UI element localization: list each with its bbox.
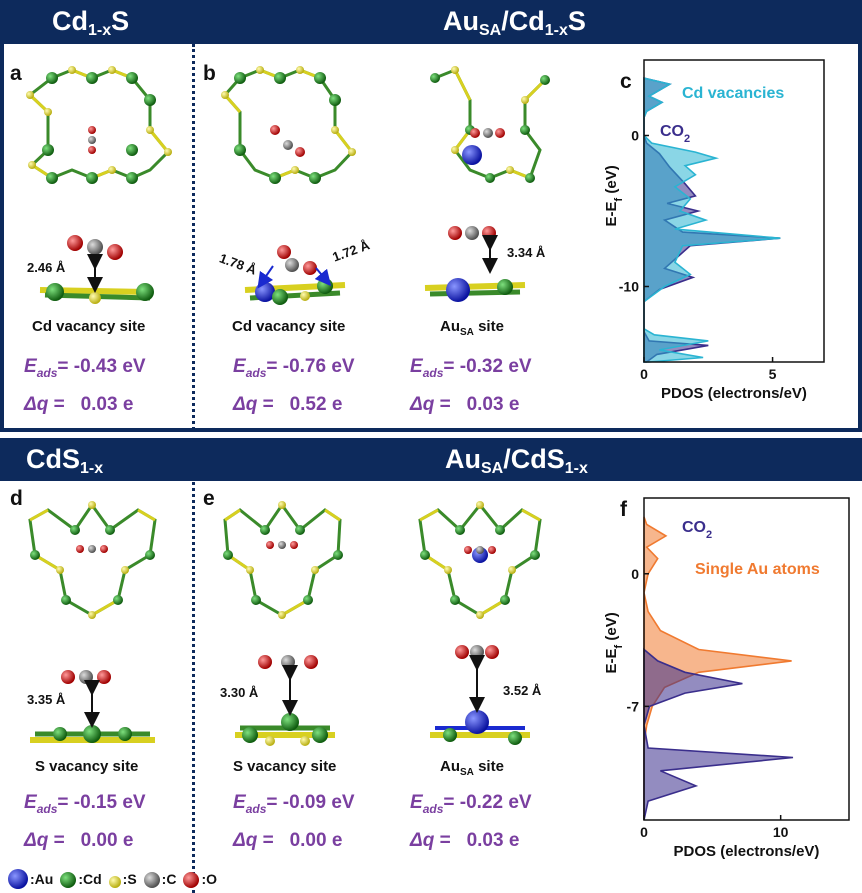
banner-title-ausa-cds1-x: AuSA/CdS1-x — [445, 444, 588, 477]
eads-e1: Eads= -0.09 eV — [233, 792, 355, 816]
cd-atom-icon — [60, 872, 77, 888]
panel-label-a: a — [10, 62, 22, 85]
bottom-banner: CdS1-x AuSA/CdS1-x — [0, 438, 862, 481]
x-tick-label-1: 5 — [769, 366, 777, 382]
top-section-frame — [0, 40, 862, 432]
y-tick-label-1: -7 — [627, 698, 640, 714]
distance-d: 3.35 Å — [27, 692, 66, 707]
series-area-1 — [643, 77, 781, 363]
dq-d: Δq = 0.00 e — [24, 830, 134, 851]
banner-title-cd1-xs: Cd1-xS — [52, 6, 130, 39]
distance-b2: 3.34 Å — [507, 245, 546, 260]
panel-e2-side-view — [430, 645, 530, 745]
panel-b1-top-view — [221, 66, 356, 184]
y-axis-label: E-Ef (eV) — [603, 612, 625, 673]
legend-item-cd: :Cd — [58, 869, 102, 889]
banner-title-cds1-x: CdS1-x — [26, 444, 104, 477]
dq-e2: Δq = 0.03 e — [410, 830, 520, 851]
panel-a-top-view — [26, 66, 172, 184]
x-axis-label: PDOS (electrons/eV) — [661, 385, 807, 402]
panel-label-d: d — [10, 487, 23, 510]
legend-item-s: :S — [107, 869, 137, 889]
eads-e2: Eads= -0.22 eV — [410, 792, 532, 816]
panel-label-c: c — [620, 70, 632, 93]
site-label-d: S vacancy site — [35, 758, 139, 775]
y-tick-label-1: -10 — [619, 279, 639, 295]
bottom-divider — [192, 482, 195, 893]
panel-b1-side-view — [244, 245, 346, 305]
series-area-1 — [643, 647, 794, 821]
legend-entry-1: Cd vacancies — [682, 85, 784, 102]
x-tick-label-1: 10 — [773, 824, 789, 840]
y-tick-label-0: 0 — [631, 128, 639, 144]
site-label-b2: AuSA site — [440, 318, 504, 338]
panel-b2-top-view — [430, 66, 550, 183]
c-atom-icon — [143, 872, 160, 888]
site-label-b1: Cd vacancy site — [232, 318, 346, 335]
y-axis-label-group: E-Ef (eV) — [603, 612, 625, 673]
o-atom-icon — [183, 872, 200, 888]
panel-b2-side-view — [424, 226, 526, 302]
eads-b2: Eads= -0.32 eV — [410, 356, 532, 380]
panel-e2-top-view — [418, 501, 542, 619]
top-divider — [192, 44, 195, 430]
plot-frame — [643, 59, 825, 363]
x-axis-label: PDOS (electrons/eV) — [674, 843, 820, 860]
distance-e1: 3.30 Å — [220, 685, 259, 700]
panel-e1-side-view — [235, 655, 335, 746]
banner-title-ausa-cd1-xs: AuSA/Cd1-xS — [443, 6, 586, 39]
panel-label-b: b — [203, 62, 216, 85]
atom-legend: :Au :Cd :S :C :O — [6, 868, 222, 890]
panel-d-side-view — [30, 670, 155, 743]
y-axis-label-group: E-Ef (eV) — [603, 165, 625, 226]
site-label-e2: AuSA site — [440, 758, 504, 778]
panel-d-top-view — [28, 501, 157, 619]
dq-b1: Δq = 0.52 e — [233, 394, 343, 415]
legend-item-o: :O — [181, 869, 217, 889]
x-tick-label-0: 0 — [640, 366, 648, 382]
distance-a: 2.46 Å — [27, 260, 66, 275]
eads-a: Eads= -0.43 eV — [24, 356, 146, 380]
legend-entry-0: CO2 — [660, 123, 690, 145]
top-banner: Cd1-xS AuSA/Cd1-xS — [0, 0, 862, 43]
dq-a: Δq = 0.03 e — [24, 394, 134, 415]
dq-e1: Δq = 0.00 e — [233, 830, 343, 851]
s-atom-icon — [108, 876, 121, 888]
x-tick-label-0: 0 — [640, 824, 648, 840]
y-axis-label: E-Ef (eV) — [603, 165, 625, 226]
series-area-0 — [643, 516, 792, 820]
panel-e1-top-view — [223, 501, 343, 619]
y-tick-label-0: 0 — [631, 566, 639, 582]
legend-entry-1: CO2 — [682, 519, 712, 541]
site-label-e1: S vacancy site — [233, 758, 337, 775]
legend-item-au: :Au — [6, 869, 53, 889]
au-atom-icon — [8, 869, 28, 889]
panel-label-e: e — [203, 487, 215, 510]
eads-d: Eads= -0.15 eV — [24, 792, 146, 816]
distance-e2: 3.52 Å — [503, 683, 542, 698]
pdos-chart-c: 0 -10 0 5 PDOS (electrons/eV) E-Ef (eV) c CO2 Cd… — [603, 59, 825, 402]
panel-label-f: f — [620, 498, 628, 521]
legend-item-c: :C — [142, 869, 176, 889]
pdos-chart-f: 0 -7 0 10 PDOS (electrons/eV) E-Ef (eV) f Singl… — [603, 497, 850, 860]
eads-b1: Eads= -0.76 eV — [233, 356, 355, 380]
legend-entry-0: Single Au atoms — [695, 561, 820, 578]
dq-b2: Δq = 0.03 e — [410, 394, 520, 415]
plot-frame — [643, 497, 850, 821]
panel-a-side-view — [39, 235, 154, 304]
site-label-a: Cd vacancy site — [32, 318, 146, 335]
